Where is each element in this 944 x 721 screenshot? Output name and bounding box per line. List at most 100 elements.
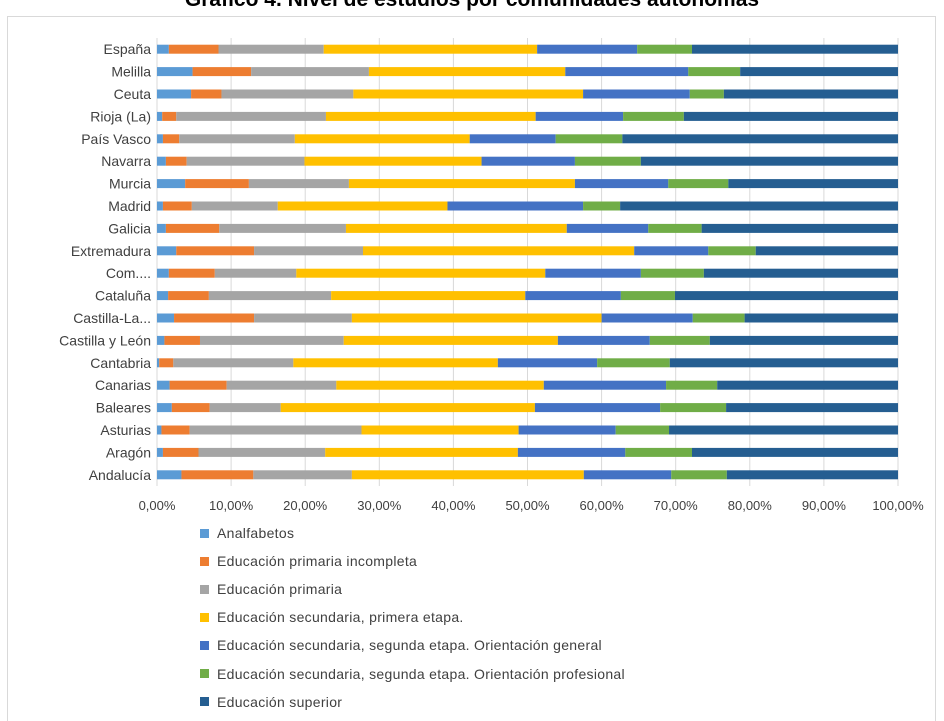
bar-segment [525, 291, 621, 301]
x-tick-label: 50,00% [505, 498, 550, 513]
bar-segment [574, 179, 669, 189]
bar-segment [277, 201, 448, 211]
bar-segment [157, 89, 192, 99]
bar-segment [668, 179, 729, 189]
bar-segment [674, 291, 898, 301]
bar-segment [192, 67, 252, 77]
legend-item: Educación primaria [200, 575, 625, 603]
bar-segment [191, 201, 278, 211]
bar-segment [168, 44, 219, 54]
bar-segment [620, 291, 675, 301]
legend-swatch [200, 528, 209, 538]
bar-segment [640, 156, 898, 166]
bar-segment [176, 111, 326, 121]
bar-segment [157, 425, 162, 435]
bar-segment [165, 223, 220, 233]
bar-segment [157, 313, 175, 323]
category-label: Cantabria [90, 355, 151, 371]
bar-segment [351, 470, 584, 480]
bar-segment [640, 268, 704, 278]
bar-segment [164, 335, 200, 345]
bar-segment [669, 358, 898, 368]
bar-segment [248, 179, 349, 189]
bar-segment [583, 89, 690, 99]
bar-segment [726, 403, 898, 413]
legend-item: Educación primaria incompleta [200, 547, 625, 575]
bar-segment [199, 335, 344, 345]
bar-segment [688, 67, 741, 77]
bar-segment [226, 380, 337, 390]
bar-segment [157, 44, 169, 54]
legend-swatch [200, 640, 209, 650]
x-tick-label: 20,00% [283, 498, 328, 513]
bar-segment [171, 403, 210, 413]
bar-segment [251, 67, 369, 77]
bar-segment [157, 291, 169, 301]
bar-segment [351, 313, 602, 323]
bar-segment [637, 44, 693, 54]
x-tick-label: 70,00% [654, 498, 699, 513]
bar-segment [157, 134, 163, 144]
bar-segment [648, 223, 702, 233]
category-label: España [104, 41, 152, 57]
bar-segment [728, 179, 898, 189]
bar-segment [254, 246, 363, 256]
bar-segment [740, 67, 898, 77]
bar-segment [362, 246, 635, 256]
bar-segment [254, 313, 352, 323]
legend-swatch [200, 612, 209, 622]
category-label: Castilla y León [59, 332, 151, 348]
bar-segment [566, 223, 649, 233]
bar-segment [597, 358, 670, 368]
bar-segment [517, 447, 626, 457]
bar-segment [660, 403, 727, 413]
bar-segment [162, 201, 192, 211]
bar-segment [157, 179, 186, 189]
x-tick-label: 40,00% [431, 498, 476, 513]
bar-segment [447, 201, 584, 211]
bar-segment [481, 156, 575, 166]
bar-segment [565, 67, 689, 77]
x-tick-label: 0,00% [139, 498, 176, 513]
bar-segment [701, 223, 898, 233]
bar-segment [304, 156, 482, 166]
bar-segment [545, 268, 641, 278]
category-label: Andalucía [89, 467, 151, 483]
legend-label: Educación secundaria, segunda etapa. Ori… [217, 665, 625, 682]
category-label: Melilla [111, 64, 151, 80]
bar-segment [221, 89, 354, 99]
bar-segment [692, 44, 898, 54]
bar-segment [361, 425, 519, 435]
bar-segment [620, 201, 898, 211]
bar-segment [534, 403, 661, 413]
bar-segment [336, 380, 544, 390]
bar-segment [189, 425, 362, 435]
bar-segment [625, 447, 693, 457]
bar-segment [331, 291, 526, 301]
bar-segment [755, 246, 898, 256]
bar-segment [162, 447, 199, 457]
bar-segment [323, 44, 538, 54]
bar-segment [294, 134, 470, 144]
bar-segment [622, 134, 898, 144]
bar-segment [173, 358, 294, 368]
bar-segment [683, 111, 898, 121]
bar-segment [179, 134, 295, 144]
bar-segment [723, 89, 898, 99]
bar-segment [574, 156, 641, 166]
bar-segment [703, 268, 898, 278]
chart-area [7, 16, 936, 721]
legend-label: Educación primaria [217, 581, 343, 598]
bar-segment [555, 134, 623, 144]
bar-segment [325, 447, 518, 457]
category-label: Baleares [96, 400, 151, 416]
bar-segment [469, 134, 556, 144]
bar-segment [157, 403, 172, 413]
category-label: Cataluña [95, 288, 151, 304]
bar-segment [157, 223, 166, 233]
bar-segment [518, 425, 616, 435]
bar-segment [689, 89, 724, 99]
bar-segment [666, 380, 718, 390]
bar-segment [157, 380, 170, 390]
